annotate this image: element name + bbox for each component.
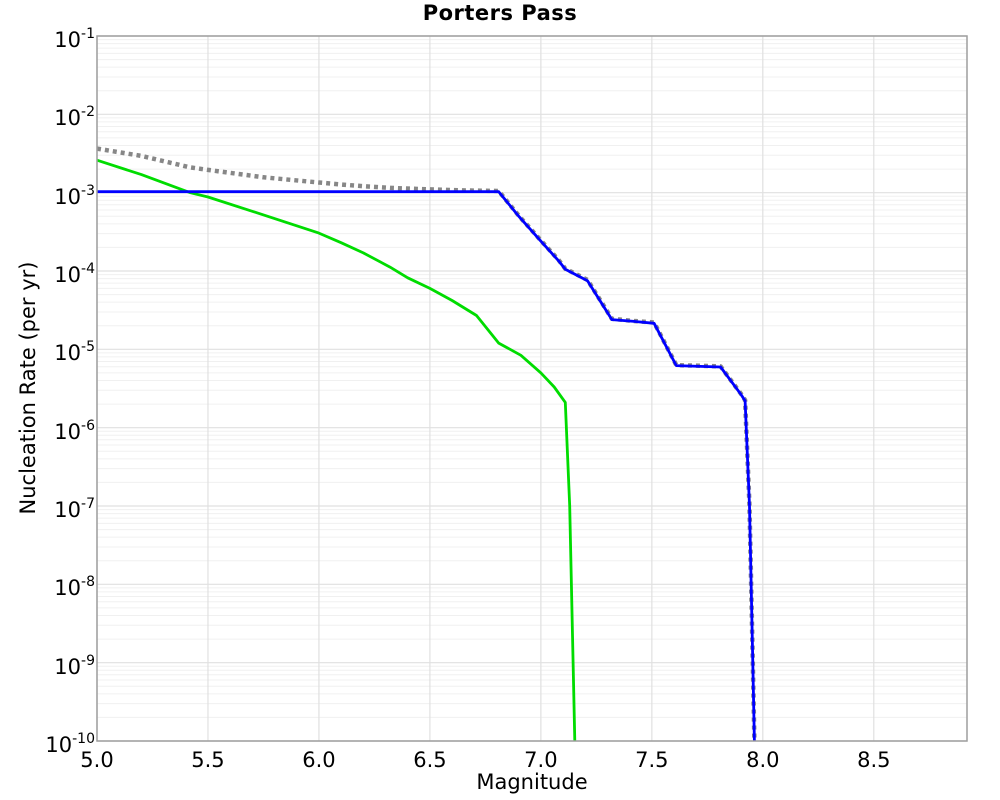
y-tick-label: 10-8: [54, 574, 95, 601]
x-tick-label: 8.0: [746, 748, 780, 772]
x-tick-label: 7.0: [524, 748, 558, 772]
y-tick-label: 10-5: [54, 339, 95, 366]
x-tick-label: 5.0: [80, 748, 114, 772]
x-tick-label: 7.5: [635, 748, 669, 772]
x-tick-label: 5.5: [191, 748, 225, 772]
y-tick-label: 10-10: [45, 731, 95, 757]
y-tick-label: 10-7: [54, 496, 95, 522]
y-tick-label: 10-3: [54, 182, 95, 209]
y-tick-label: 10-6: [54, 417, 95, 444]
blue-solid-line: [97, 190, 756, 742]
y-tick-label: 10-9: [54, 652, 95, 679]
y-axis-label: Nucleation Rate (per yr): [16, 261, 40, 515]
y-tick-label: 10-1: [54, 26, 95, 52]
chart-title: Porters Pass: [422, 1, 578, 25]
green-solid-line: [96, 158, 577, 742]
x-tick-label: 8.5: [857, 748, 891, 772]
x-axis-label: Magnitude: [476, 770, 588, 794]
y-tick-label: 10-2: [54, 104, 95, 131]
y-tick-label: 10-4: [54, 261, 95, 287]
x-tick-label: 6.0: [302, 748, 336, 772]
plot-border: [96, 35, 968, 742]
x-tick-label: 6.5: [413, 748, 447, 772]
gray-dotted-line: [96, 146, 757, 742]
